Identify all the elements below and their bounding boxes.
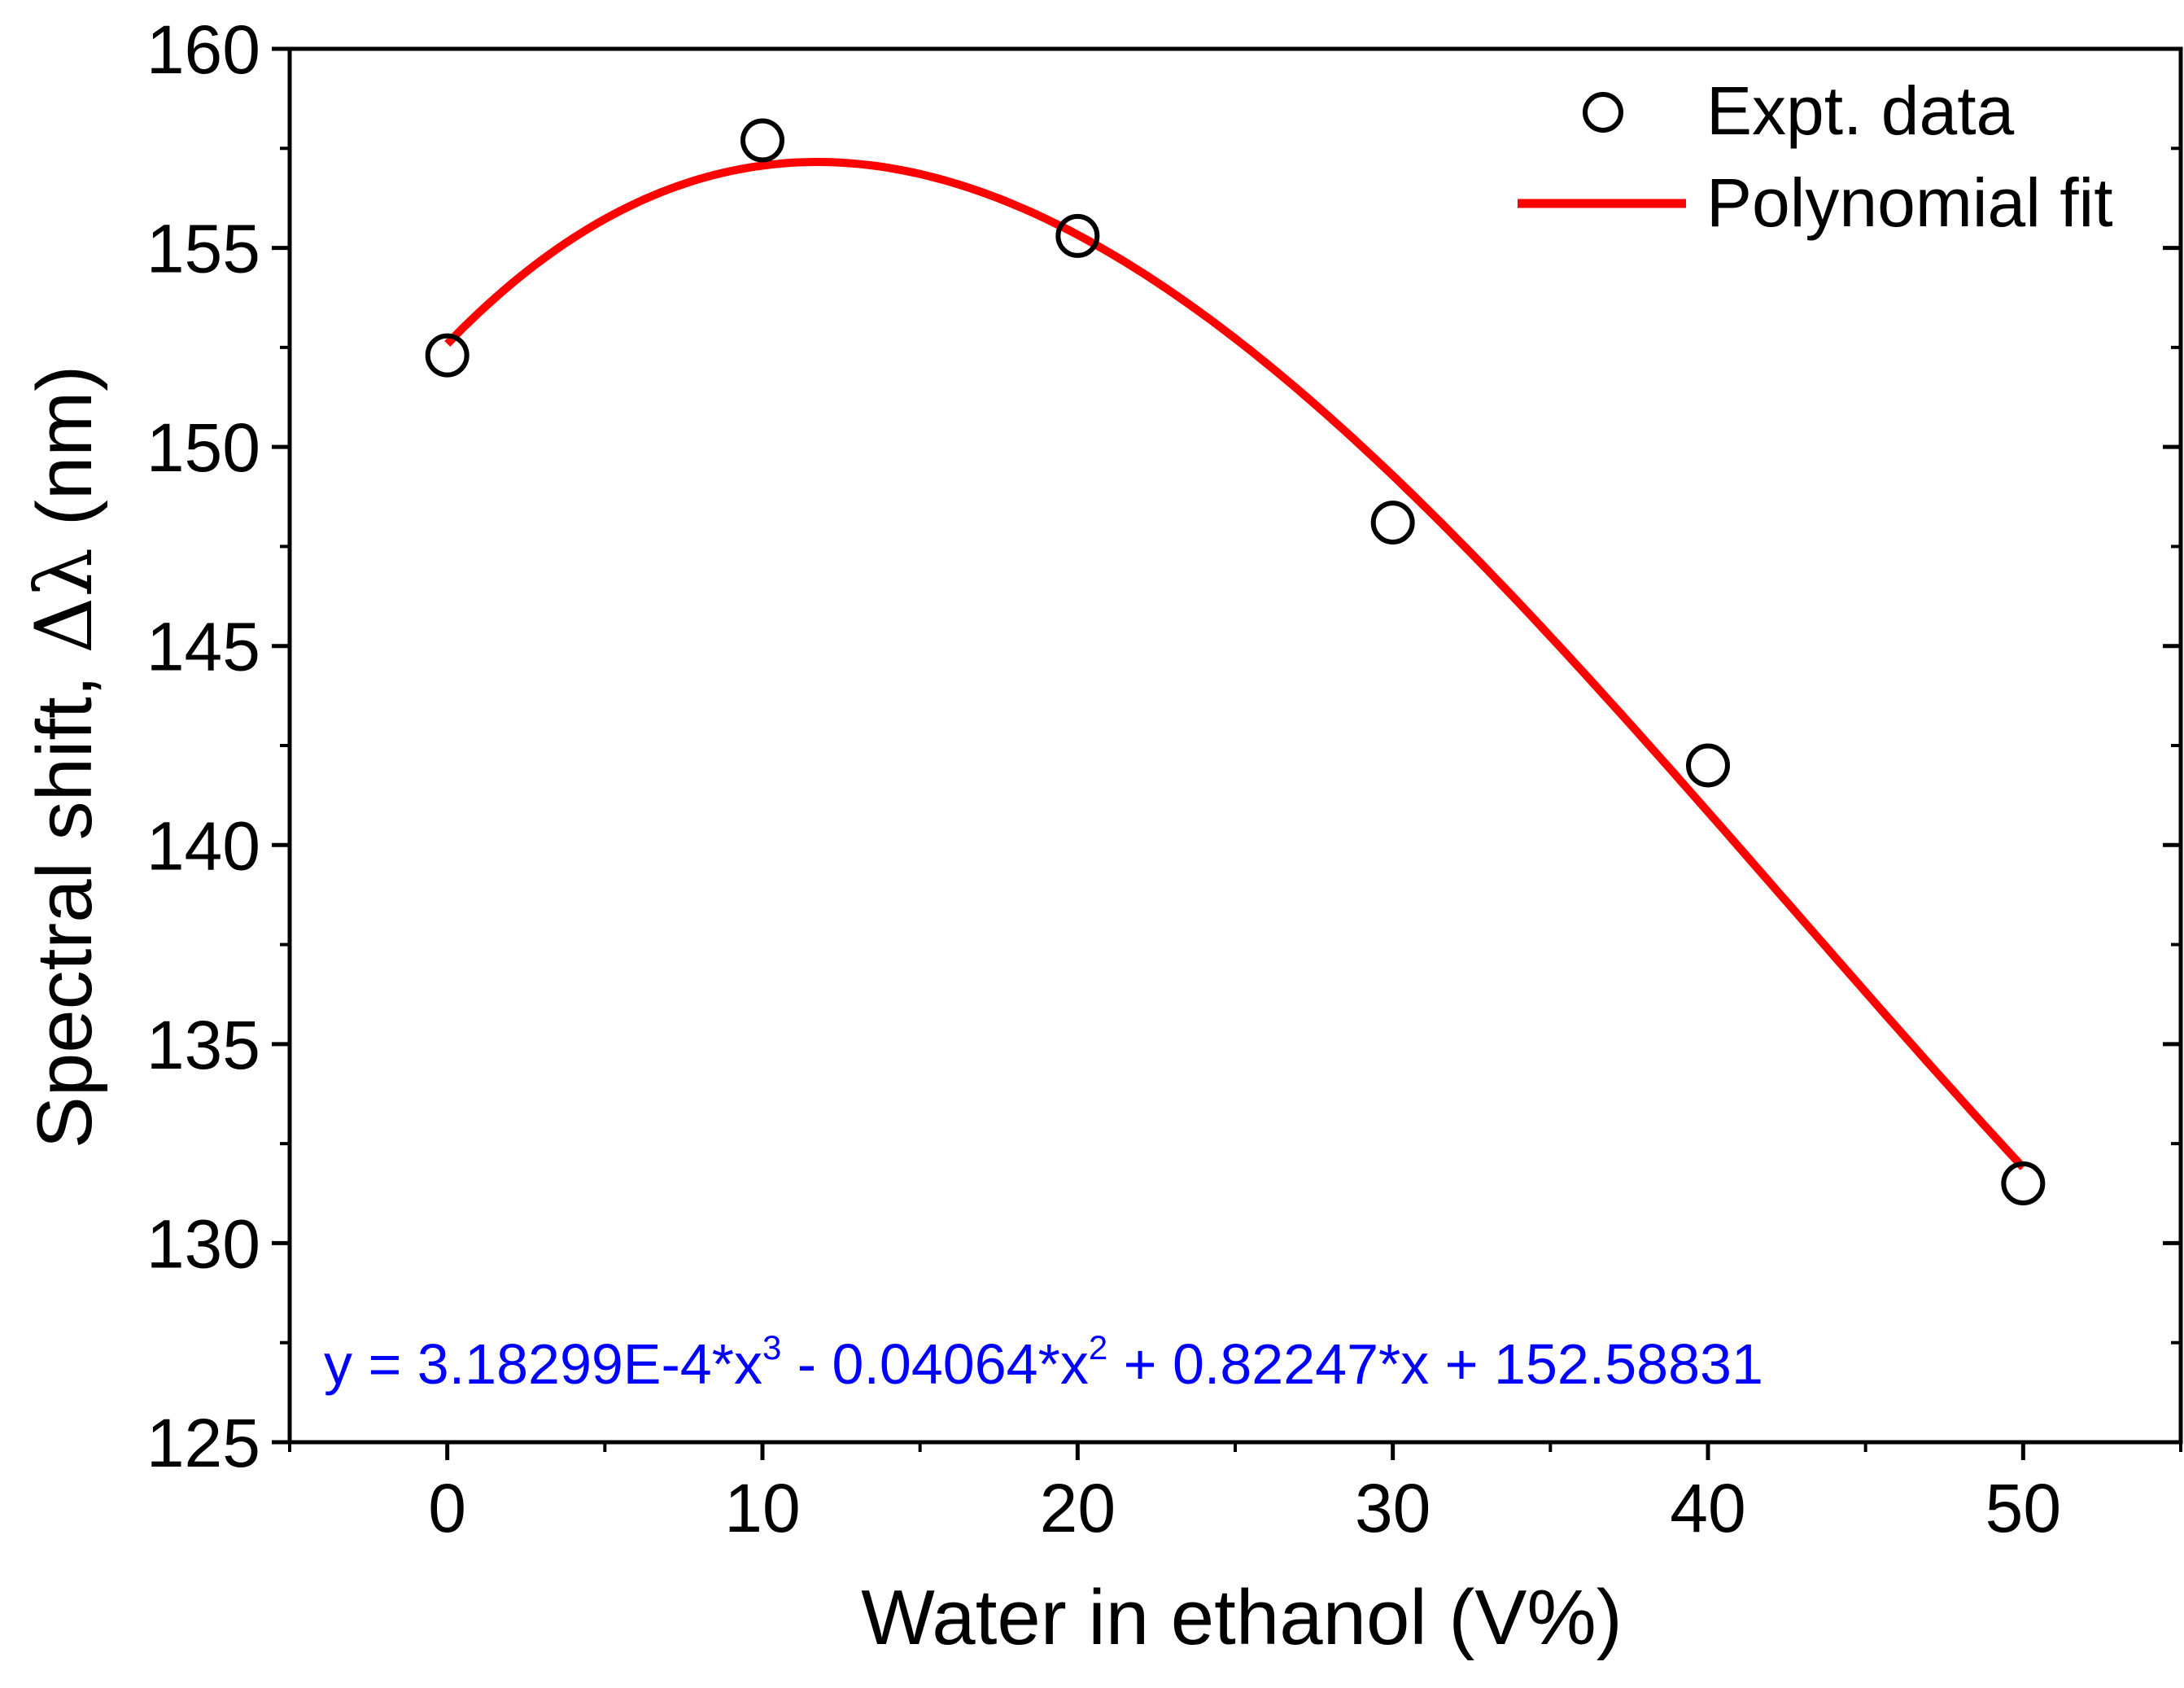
y-tick-label: 155	[146, 211, 260, 287]
equation-exp2: 2	[1089, 1328, 1107, 1367]
x-tick-label: 40	[1670, 1470, 1745, 1546]
x-tick-label: 30	[1355, 1470, 1431, 1546]
y-tick-label: 125	[146, 1405, 260, 1481]
equation-part2: - 0.04064*x	[781, 1332, 1088, 1396]
y-axis-label-symbol: Δλ	[19, 548, 110, 654]
data-point	[1370, 501, 1415, 545]
legend-label-polynomial-fit: Polynomial fit	[1706, 164, 2113, 241]
legend: Expt. data Polynomial fit	[1518, 72, 2113, 241]
x-tick-label: 0	[428, 1470, 466, 1546]
y-axis-label: Spectral shift, Δλ (nm)	[19, 365, 110, 1148]
x-axis-label: Water in ethanol (V%)	[861, 1574, 1622, 1661]
equation-part1: y = 3.18299E-4*x	[324, 1332, 762, 1396]
data-point	[2001, 1161, 2046, 1206]
y-tick-label: 135	[146, 1007, 260, 1083]
legend-marker-expt-data	[1583, 92, 1623, 133]
equation-exp1: 3	[762, 1328, 781, 1367]
x-axis-ticks: 0 10 20 30 40 50	[288, 1442, 2182, 1546]
y-axis-label-prefix: Spectral shift,	[21, 654, 108, 1148]
x-tick-label: 10	[724, 1470, 800, 1546]
y-tick-label: 145	[146, 609, 260, 685]
x-tick-label: 20	[1040, 1470, 1116, 1546]
y-tick-label: 140	[146, 807, 260, 884]
plot-border	[287, 46, 2183, 1445]
data-point	[425, 333, 470, 378]
y-axis-ticks: 125 130 135 140 145 150 155 160	[146, 11, 2181, 1481]
plot-frame	[287, 46, 2183, 1445]
y-tick-label: 160	[146, 11, 260, 88]
data-point	[1686, 743, 1730, 788]
equation-part3: + 0.82247*x + 152.58831	[1107, 1332, 1763, 1396]
polynomial-fit-line	[444, 158, 2026, 1170]
y-tick-label: 130	[146, 1205, 260, 1282]
fit-equation-annotation: y = 3.18299E-4*x3 - 0.04064*x2 + 0.82247…	[324, 1328, 1763, 1396]
series-layer	[425, 118, 2046, 1206]
x-tick-label: 50	[1985, 1470, 2061, 1546]
legend-label-expt-data: Expt. data	[1706, 72, 2015, 149]
data-point	[1055, 213, 1100, 258]
data-point	[740, 118, 784, 163]
y-axis-label-suffix: (nm)	[21, 365, 108, 548]
y-tick-label: 150	[146, 409, 260, 486]
